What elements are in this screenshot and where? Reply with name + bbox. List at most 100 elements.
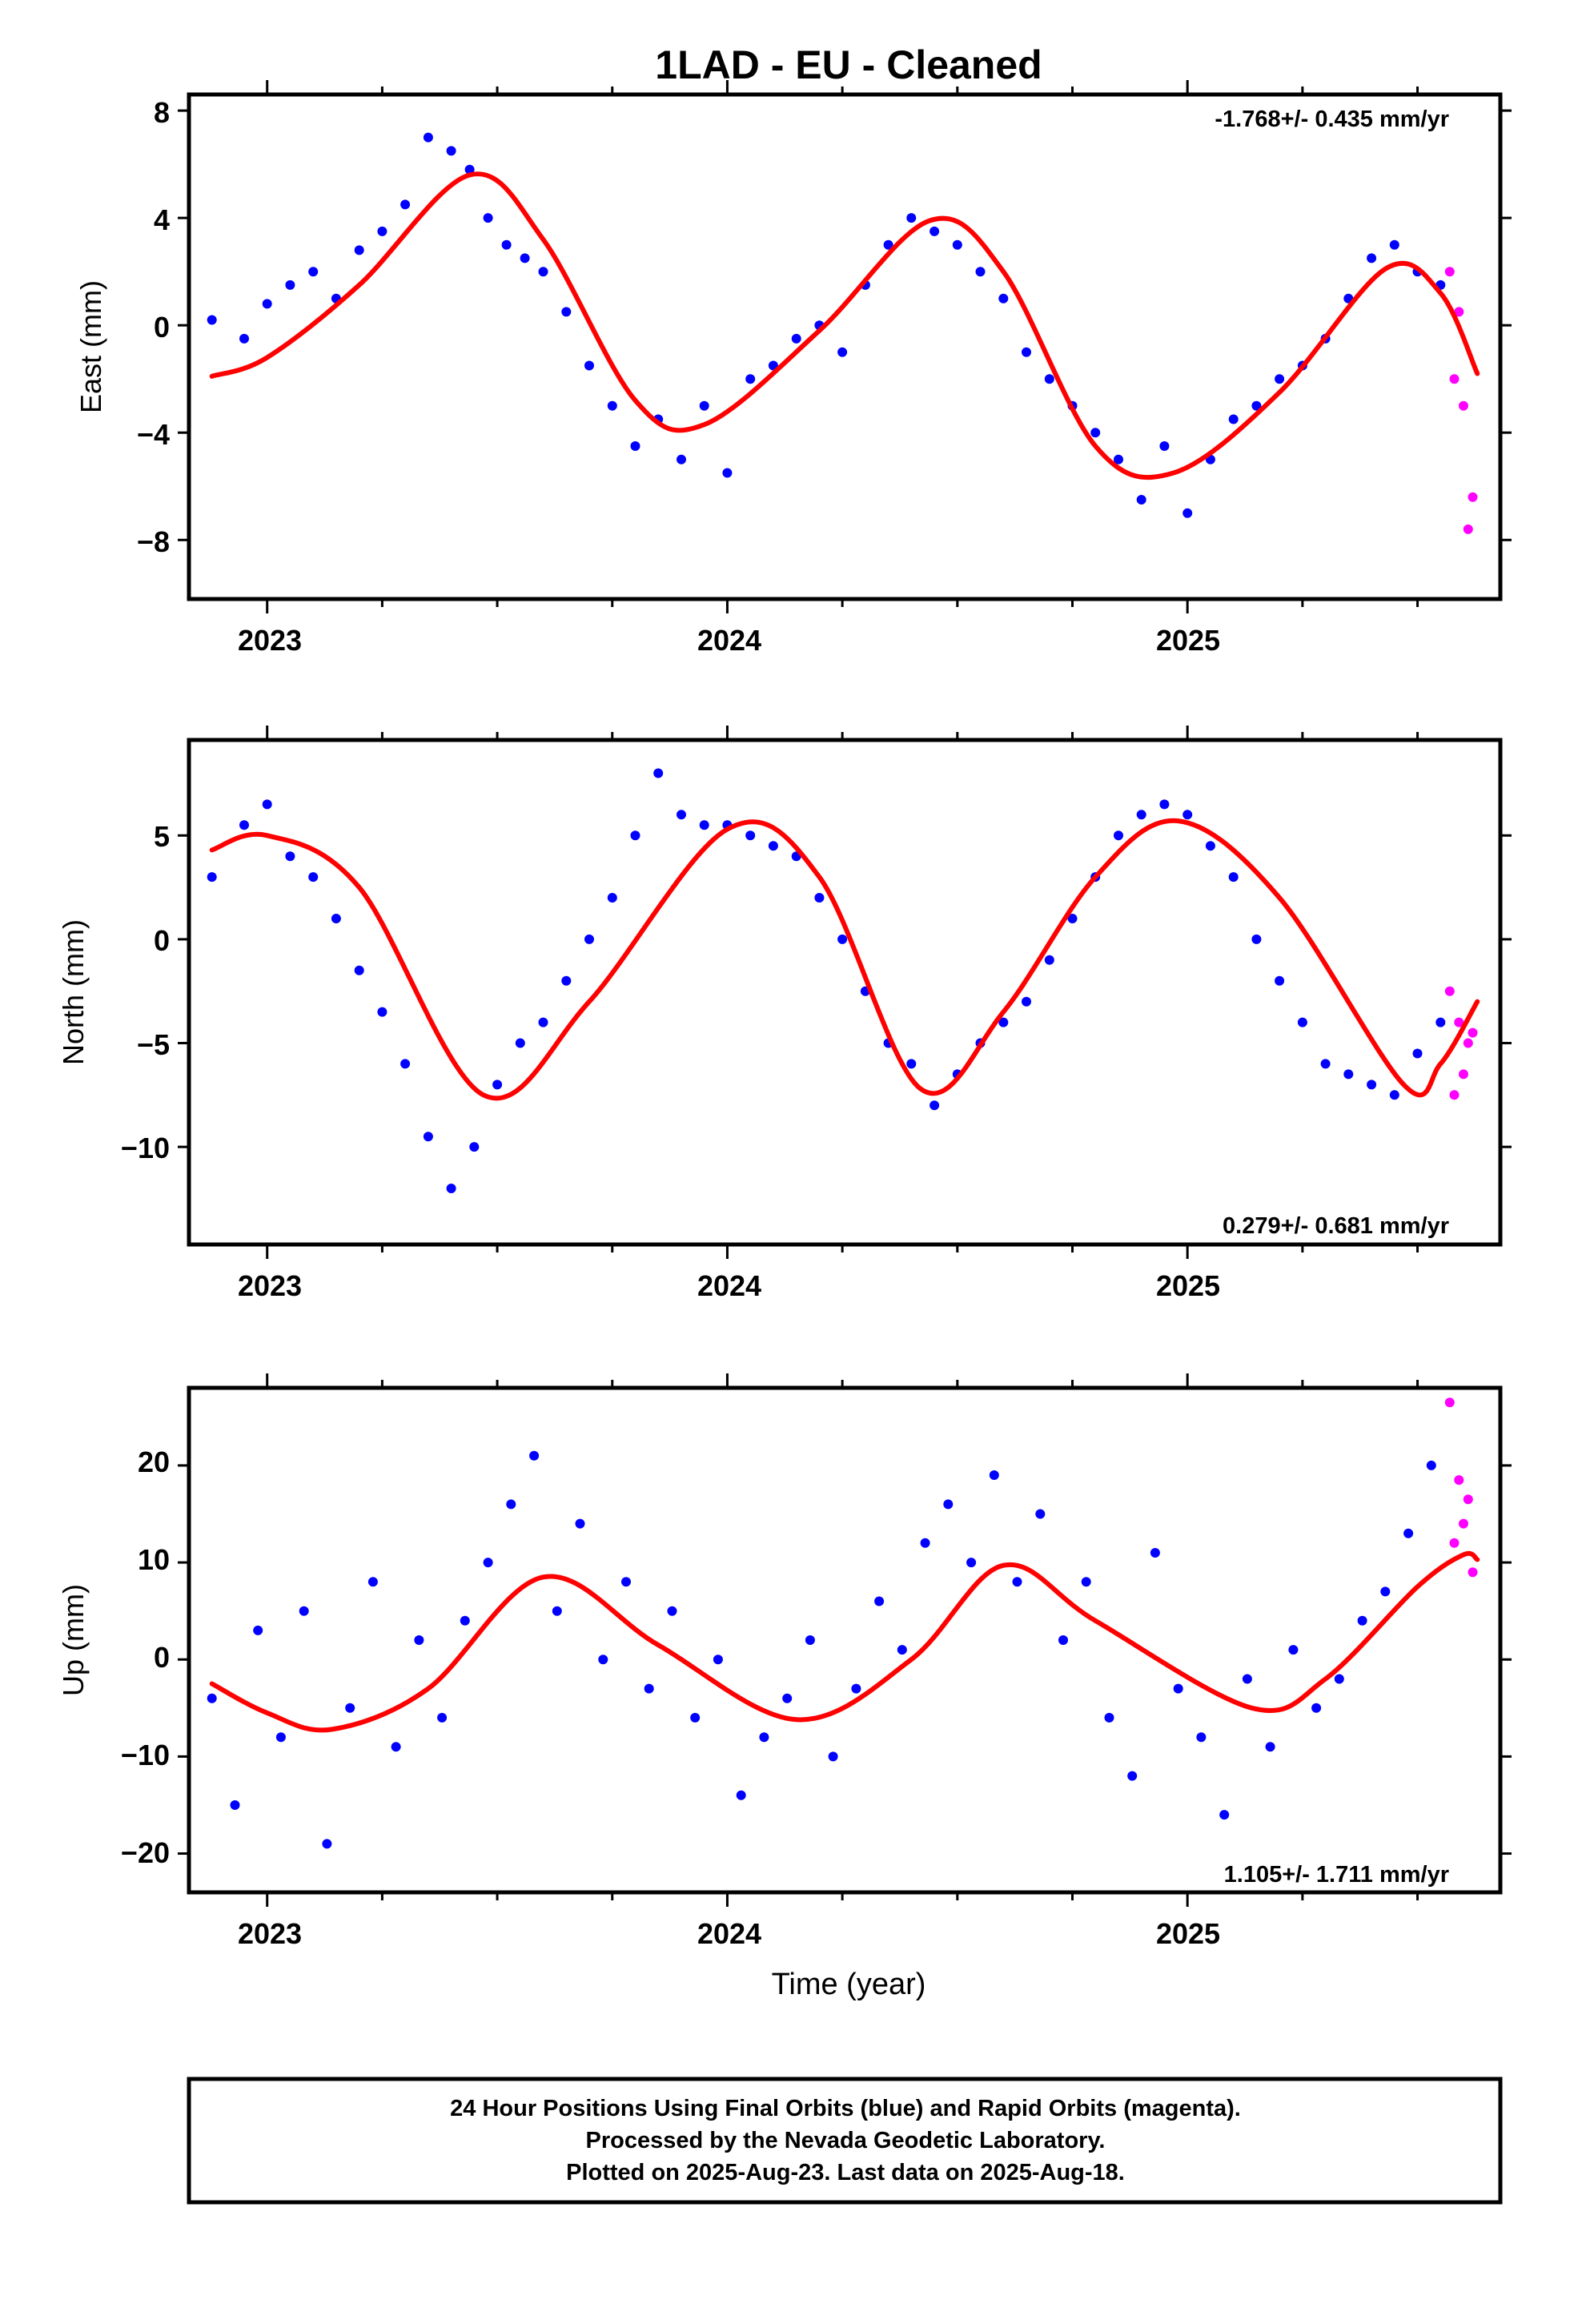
north-final-point (207, 872, 217, 883)
up-final-point (1265, 1742, 1275, 1752)
north-final-point (1067, 914, 1078, 923)
east-axis-label: East (mm) (74, 280, 107, 413)
north-final-point (561, 975, 572, 986)
footer-note: 24 Hour Positions Using Final Orbits (bl… (187, 2077, 1503, 2205)
footer-frame (187, 2077, 1503, 2205)
up-final-point (1334, 1674, 1344, 1684)
up-final-point (828, 1751, 838, 1762)
up-final-point (598, 1655, 608, 1665)
up-final-point (736, 1790, 746, 1800)
chart-title: 1LAD - EU - Cleaned (655, 42, 1042, 87)
north-final-point (423, 1132, 433, 1142)
north-final-point (607, 893, 617, 903)
east-final-point (906, 213, 917, 223)
up-final-point (552, 1606, 562, 1616)
up-final-point (367, 1577, 378, 1587)
north-x-tick-2023: 2023 (238, 1269, 302, 1302)
east-final-point (1022, 347, 1031, 357)
up-y-tick-labels: 20 10 0 −10 −20 (121, 1445, 170, 1869)
north-rapid-point (1463, 1038, 1473, 1048)
up-final-point (690, 1712, 701, 1723)
east-x-tick-labels: 2023 2024 2025 (238, 624, 1220, 657)
east-final-point (400, 199, 411, 210)
north-y-tick-5: 5 (154, 820, 170, 853)
north-final-point (1114, 830, 1123, 841)
north-final-point (1389, 1090, 1399, 1100)
north-final-point (906, 1059, 917, 1069)
east-final-point (1159, 441, 1170, 451)
east-final-point (607, 400, 617, 411)
up-final-point (1012, 1577, 1022, 1587)
east-final-point (584, 360, 594, 371)
up-plot-frame (187, 1385, 1503, 1895)
east-final-point (930, 226, 940, 236)
up-data-marks (207, 1397, 1480, 1849)
east-final-point (1114, 454, 1123, 464)
up-final-point (1403, 1528, 1414, 1538)
north-final-point (538, 1017, 548, 1027)
north-data-marks (207, 768, 1480, 1193)
north-final-point (998, 1017, 1009, 1027)
up-final-point (322, 1839, 332, 1849)
up-final-point (391, 1742, 401, 1752)
north-final-point (1182, 810, 1193, 820)
up-final-point (345, 1703, 355, 1713)
east-final-point (883, 239, 893, 250)
east-fit-curve (209, 171, 1480, 480)
footer-line-2: Processed by the Nevada Geodetic Laborat… (586, 2128, 1106, 2153)
east-final-point (745, 374, 756, 384)
up-fit-curve (209, 1550, 1480, 1733)
east-final-point (207, 315, 217, 325)
east-final-point (239, 333, 249, 344)
up-final-point (1380, 1586, 1391, 1597)
east-y-tick-0: 0 (154, 311, 170, 344)
east-final-point (677, 454, 686, 464)
north-final-point (308, 872, 319, 883)
footer-line-1: 24 Hour Positions Using Final Orbits (bl… (450, 2096, 1241, 2121)
up-final-point (667, 1606, 677, 1616)
north-x-tick-labels: 2023 2024 2025 (238, 1269, 1220, 1302)
north-x-tick-2025: 2025 (1156, 1269, 1220, 1302)
north-y-tick-minus5: −5 (137, 1028, 170, 1061)
north-final-point (446, 1184, 456, 1193)
north-final-point (354, 965, 364, 975)
north-final-point (930, 1100, 940, 1111)
east-final-point (837, 347, 848, 357)
up-final-point (207, 1693, 217, 1703)
east-x-tick-2024: 2024 (697, 624, 761, 657)
east-ticks (178, 80, 1512, 613)
east-final-point (1389, 239, 1399, 250)
footer-line-3: Plotted on 2025-Aug-23. Last data on 202… (566, 2160, 1125, 2185)
north-final-point (285, 851, 295, 862)
north-axis-label: North (mm) (57, 919, 90, 1065)
up-final-point (897, 1645, 907, 1655)
east-rapid-point (1454, 307, 1464, 317)
up-final-point (759, 1732, 769, 1743)
up-final-point (1058, 1635, 1068, 1645)
east-final-point (262, 299, 272, 309)
up-final-point (1127, 1771, 1138, 1781)
east-final-point (1228, 414, 1239, 424)
east-final-point (722, 468, 733, 478)
east-final-point (975, 267, 986, 277)
north-rapid-point (1444, 986, 1455, 996)
up-final-point (1196, 1732, 1207, 1743)
east-rapid-point (1463, 524, 1473, 534)
north-final-point (400, 1059, 411, 1069)
east-final-point (308, 267, 319, 277)
up-final-point (529, 1450, 540, 1461)
east-panel: East (mm) -1.768+/- 0.435 mm/yr 2023 202… (74, 80, 1512, 657)
east-y-tick-labels: 8 4 0 −4 −8 (137, 96, 170, 558)
north-rapid-point (1468, 1027, 1478, 1038)
north-final-point (1297, 1017, 1307, 1027)
north-rate-label: 0.279+/- 0.681 mm/yr (1223, 1213, 1449, 1239)
east-final-point (1367, 253, 1377, 263)
north-rapid-point (1459, 1069, 1468, 1080)
east-final-point (1044, 374, 1054, 384)
east-final-point (354, 245, 364, 255)
north-final-point (1159, 799, 1170, 810)
north-panel: North (mm) 0.279+/- 0.681 mm/yr 2023 202… (57, 726, 1512, 1302)
up-final-point (1311, 1703, 1322, 1713)
north-final-point (515, 1038, 525, 1048)
